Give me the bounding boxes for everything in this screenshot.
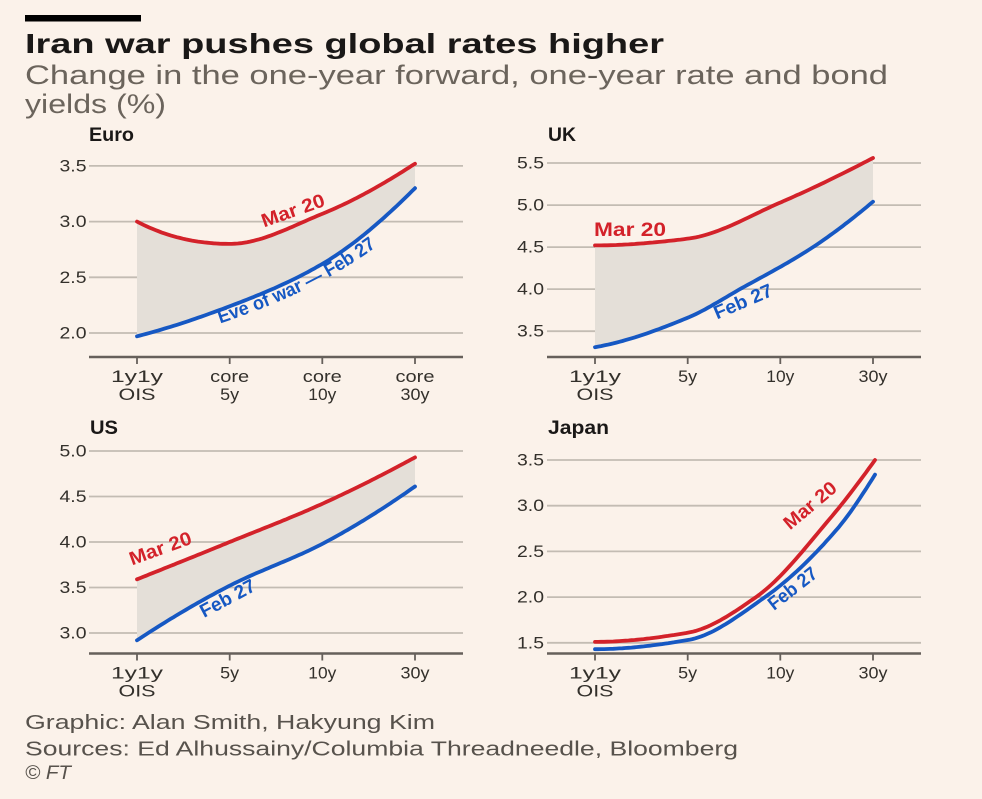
- svg-text:Sources: Ed Alhussainy/Columbi: Sources: Ed Alhussainy/Columbia Threadne…: [25, 739, 738, 761]
- svg-text:OIS: OIS: [577, 682, 614, 701]
- svg-text:1y1y: 1y1y: [111, 367, 164, 386]
- svg-text:5y: 5y: [220, 385, 240, 404]
- svg-text:4.5: 4.5: [60, 487, 87, 506]
- svg-text:Mar 20: Mar 20: [594, 220, 666, 241]
- svg-text:5y: 5y: [678, 664, 698, 683]
- svg-text:core: core: [303, 367, 342, 386]
- svg-text:core: core: [396, 367, 435, 386]
- svg-text:Euro: Euro: [89, 125, 134, 146]
- svg-text:5.5: 5.5: [517, 154, 544, 173]
- svg-text:1y1y: 1y1y: [111, 664, 164, 683]
- svg-text:5.0: 5.0: [517, 196, 544, 215]
- svg-text:2.0: 2.0: [60, 324, 87, 343]
- svg-text:OIS: OIS: [119, 682, 156, 701]
- svg-text:10y: 10y: [766, 367, 794, 386]
- svg-text:5y: 5y: [220, 664, 240, 683]
- svg-text:10y: 10y: [766, 664, 794, 683]
- svg-text:3.5: 3.5: [517, 322, 544, 341]
- svg-text:yields (%): yields (%): [25, 89, 166, 119]
- svg-text:3.5: 3.5: [60, 156, 87, 175]
- svg-text:10y: 10y: [308, 385, 336, 404]
- svg-text:3.5: 3.5: [517, 451, 544, 470]
- svg-text:3.5: 3.5: [60, 578, 87, 597]
- svg-text:1.5: 1.5: [517, 633, 544, 652]
- svg-text:Japan: Japan: [548, 418, 609, 439]
- svg-text:3.0: 3.0: [517, 496, 544, 515]
- svg-text:2.0: 2.0: [517, 588, 544, 607]
- svg-text:30y: 30y: [401, 664, 431, 683]
- svg-text:OIS: OIS: [577, 385, 614, 404]
- svg-text:core: core: [210, 367, 249, 386]
- svg-text:UK: UK: [548, 125, 576, 146]
- svg-text:Change in the one-year forward: Change in the one-year forward, one-year…: [25, 60, 888, 90]
- svg-text:4.0: 4.0: [517, 280, 544, 299]
- svg-text:3.0: 3.0: [60, 212, 87, 231]
- svg-text:5y: 5y: [678, 367, 698, 386]
- svg-text:5.0: 5.0: [60, 442, 87, 461]
- svg-text:US: US: [90, 418, 118, 439]
- svg-text:Iran war pushes global rates h: Iran war pushes global rates higher: [25, 28, 664, 59]
- svg-text:3.0: 3.0: [60, 624, 87, 643]
- svg-text:1y1y: 1y1y: [569, 664, 622, 683]
- svg-text:30y: 30y: [401, 385, 431, 404]
- svg-text:1y1y: 1y1y: [569, 367, 622, 386]
- svg-text:10y: 10y: [308, 664, 336, 683]
- svg-text:2.5: 2.5: [60, 268, 87, 287]
- svg-text:2.5: 2.5: [517, 542, 544, 561]
- svg-text:30y: 30y: [859, 664, 889, 683]
- svg-text:4.0: 4.0: [60, 533, 87, 552]
- svg-text:4.5: 4.5: [517, 238, 544, 257]
- svg-text:© FT: © FT: [25, 763, 72, 784]
- svg-text:Graphic: Alan Smith, Hakyung K: Graphic: Alan Smith, Hakyung Kim: [25, 712, 435, 734]
- svg-text:OIS: OIS: [119, 385, 156, 404]
- svg-text:30y: 30y: [859, 367, 889, 386]
